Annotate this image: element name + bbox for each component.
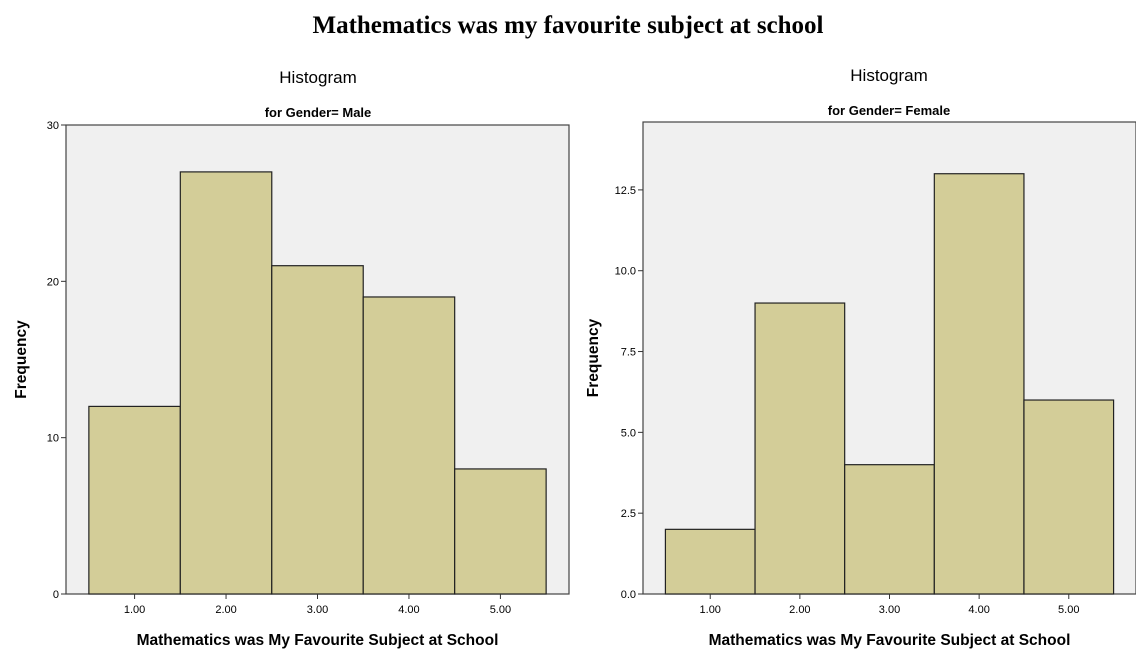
y-axis-label: Frequency [585,318,602,397]
histogram-bar [179,171,273,595]
histogram-bar [933,173,1025,595]
histogram-bar [362,296,456,595]
x-tick-label: 5.00 [490,604,511,616]
y-tick-label: 2.5 [621,508,636,520]
x-tick-label: 3.00 [879,604,900,616]
histogram-male: Histogram for Gender= Male 0 10 20 30 1.00 2.00… [13,68,570,649]
chart-title: Histogram [850,66,927,85]
x-axis-label: Mathematics was My Favourite Subject at … [709,632,1071,649]
x-tick-label: 2.00 [215,604,236,616]
chart-subtitle: for Gender= Male [265,105,372,120]
y-tick-label: 20 [47,276,59,288]
x-tick-label: 3.00 [307,604,328,616]
x-tick-label: 5.00 [1058,604,1079,616]
histogram-bar [454,468,547,595]
y-tick-label: 12.5 [615,185,636,197]
y-tick-label: 10 [47,433,59,445]
histogram-bar [88,405,181,595]
y-tick-label: 7.5 [621,347,636,359]
x-tick-label: 4.00 [398,604,419,616]
y-tick-label: 5.0 [621,427,636,439]
x-tick-label: 2.00 [789,604,810,616]
y-tick-label: 0 [53,589,59,601]
y-axis-label: Frequency [13,320,30,399]
page-title: Mathematics was my favourite subject at … [312,12,824,39]
y-tick-label: 0.0 [621,589,636,601]
histogram-bar [754,302,846,595]
histogram-bar [271,265,364,595]
chart-subtitle: for Gender= Female [828,103,950,118]
histogram-bar [844,464,935,595]
histogram-bar [664,528,756,595]
y-tick-label: 10.0 [615,266,636,278]
y-tick-label: 30 [47,120,59,132]
x-tick-label: 1.00 [700,604,721,616]
chart-title: Histogram [279,68,356,87]
histogram-bar [1023,399,1115,595]
x-tick-label: 4.00 [968,604,989,616]
x-tick-label: 1.00 [124,604,145,616]
x-axis-label: Mathematics was My Favourite Subject at … [137,632,499,649]
histogram-female: Histogram for Gender= Female 0.0 2.5 5.0 7.5 1… [585,66,1136,649]
